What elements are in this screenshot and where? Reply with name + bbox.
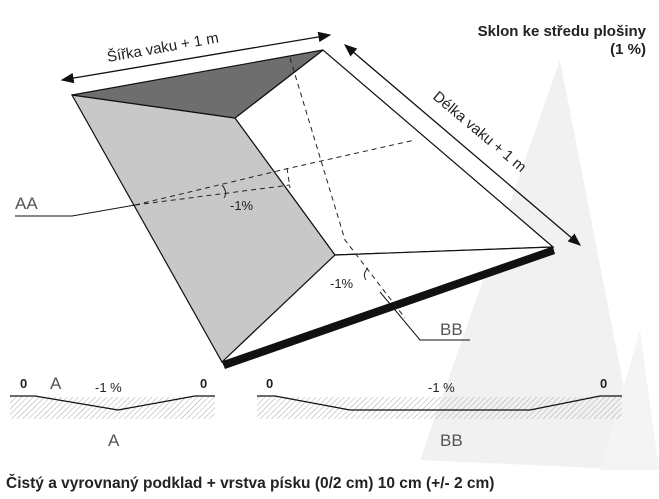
profile-zero: 0 — [266, 376, 273, 391]
dimension-arrow — [60, 31, 332, 84]
section-line — [134, 184, 291, 206]
leader — [379, 291, 470, 341]
profile-slope: -1 % — [428, 380, 455, 395]
angle-arc — [221, 184, 227, 199]
profile-slope: -1 % — [95, 380, 122, 395]
profile-marker: A — [50, 374, 62, 393]
profile — [257, 395, 622, 411]
slope-label: -1% — [330, 276, 354, 291]
dimension-arrow — [344, 44, 581, 246]
width-label: Šířka vaku + 1 m — [106, 30, 220, 66]
title: Sklon ke středu plošiny — [478, 23, 647, 40]
leader — [15, 204, 136, 217]
profile-zero: 0 — [200, 376, 207, 391]
section-line — [286, 167, 291, 189]
profile-name: A — [108, 431, 120, 450]
section-label: AA — [15, 194, 38, 213]
slope-label: -1% — [230, 198, 254, 213]
profile-zero: 0 — [600, 376, 607, 391]
base-edge — [222, 247, 555, 369]
profile-zero: 0 — [20, 376, 27, 391]
ground — [257, 397, 622, 419]
title: (1 %) — [610, 41, 646, 58]
watermark — [420, 60, 640, 470]
profile-name: BB — [440, 431, 463, 450]
watermark — [600, 330, 659, 470]
footer: Čistý a vyrovnaný podklad + vrstva písku… — [6, 474, 494, 492]
section-label: BB — [440, 320, 463, 339]
angle-arc — [363, 267, 369, 281]
ground — [10, 397, 215, 419]
profile — [10, 395, 215, 411]
